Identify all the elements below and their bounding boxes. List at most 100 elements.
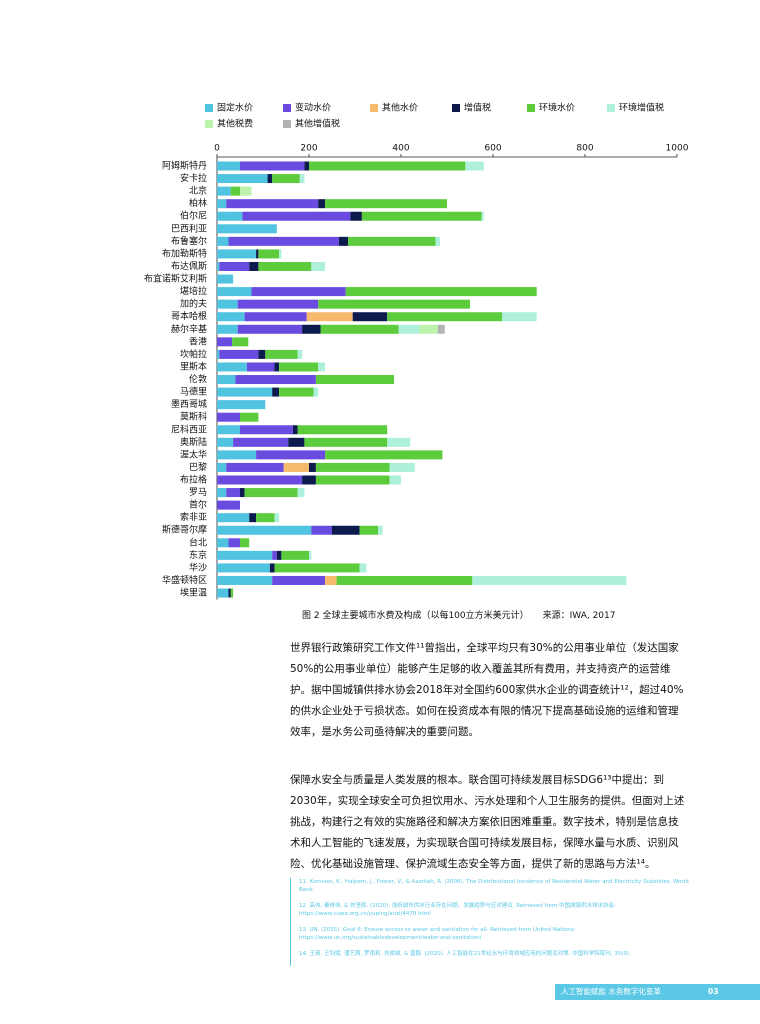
bar-segment xyxy=(318,362,326,372)
bar-segment xyxy=(304,161,309,171)
bar-segment xyxy=(419,324,438,334)
bar-segment xyxy=(299,174,305,184)
bar-segment xyxy=(332,525,360,535)
footer: 人工智能赋能 水务数字化变革 03 xyxy=(555,984,760,1000)
bar-segment xyxy=(361,211,482,221)
legend-swatch xyxy=(452,104,460,112)
bar-segment xyxy=(256,513,275,523)
y-tick-label: 北京 xyxy=(189,185,207,197)
paragraph: 保障水安全与质量是人类发展的根本。联合国可持续发展目标SDG6¹³中提出：到20… xyxy=(290,774,685,870)
bar-segment xyxy=(309,462,316,472)
bar-segment xyxy=(256,450,326,460)
bar-segment xyxy=(217,412,240,422)
bar-segment xyxy=(217,337,233,347)
bar-segment xyxy=(472,575,627,585)
bar-segment xyxy=(217,249,257,259)
legend-label: 其他水价 xyxy=(382,102,418,114)
y-tick-label: 布达佩斯 xyxy=(171,260,207,272)
y-tick-label: 首尔 xyxy=(189,499,207,511)
x-tick-label: 200 xyxy=(300,144,317,154)
bar-segment xyxy=(249,261,259,271)
bar-segment xyxy=(217,287,252,297)
x-tick-label: 0 xyxy=(214,144,220,154)
bar-segment xyxy=(217,174,268,184)
bar-segment xyxy=(437,324,445,334)
legend-swatch xyxy=(205,104,213,112)
bar-segment xyxy=(217,261,220,271)
y-tick-label: 巴黎 xyxy=(189,461,207,473)
bar-segment xyxy=(217,375,236,385)
bar-segment xyxy=(309,161,466,171)
bar-segment xyxy=(217,274,234,284)
y-tick-label: 布宜诺斯艾利斯 xyxy=(144,273,207,285)
bar-segment xyxy=(258,349,266,359)
bar-segment xyxy=(233,437,289,447)
paragraph: 世界银行政策研究工作文件¹¹曾指出，全球平均只有30%的公用事业单位（发达国家5… xyxy=(290,642,684,738)
footnote: 14. 王琦, 王钊斌, 潘艺茜, 罗雨莉, 刘俊颖, & 晋毅. (2020)… xyxy=(299,951,631,957)
bar-segment xyxy=(228,588,231,598)
y-tick-label: 哥本哈根 xyxy=(171,310,207,322)
bar-segment xyxy=(256,249,259,259)
bar-segment xyxy=(217,224,277,234)
bar-segment xyxy=(345,287,537,297)
bar-segment xyxy=(217,500,240,510)
legend-label: 环境水价 xyxy=(539,102,575,114)
bar-segment xyxy=(352,312,388,322)
bar-segment xyxy=(272,387,280,397)
bar-segment xyxy=(274,513,280,523)
legend-swatch xyxy=(283,120,291,128)
y-tick-label: 布加勒斯特 xyxy=(162,247,207,259)
y-tick-label: 尼科西亚 xyxy=(171,423,207,435)
y-tick-label: 罗马 xyxy=(189,487,207,498)
x-tick-label: 600 xyxy=(484,144,501,154)
bar-segment xyxy=(465,161,484,171)
bar-segment xyxy=(267,174,273,184)
bar-segment xyxy=(226,462,284,472)
bar-segment xyxy=(315,475,390,485)
bar-segment xyxy=(228,236,339,246)
bar-segment xyxy=(272,550,277,560)
caption: 图 2 全球主要城市水费及构成（以每100立方米美元计） 来源：IWA, 2017 xyxy=(302,608,630,621)
bar-segment xyxy=(219,261,250,271)
bar-segment xyxy=(297,425,388,435)
y-tick-label: 伯尔尼 xyxy=(180,210,207,222)
bar-segment xyxy=(387,312,503,322)
legend-label: 环境增值税 xyxy=(619,102,664,114)
bar-segment xyxy=(302,324,321,334)
bar-segment xyxy=(311,525,332,535)
bar-segment xyxy=(217,462,227,472)
bar-segment xyxy=(435,236,441,246)
bar-segment xyxy=(217,324,238,334)
bar-segment xyxy=(217,199,227,209)
bar-segment xyxy=(348,236,436,246)
bar-segment xyxy=(237,324,303,334)
legend-label: 固定水价 xyxy=(217,102,253,114)
bar-segment xyxy=(279,249,282,259)
bar-segment xyxy=(281,550,309,560)
bar-segment xyxy=(311,261,326,271)
bar-segment xyxy=(279,387,314,397)
bar-segment xyxy=(315,462,390,472)
bar-segment xyxy=(272,575,326,585)
y-tick-label: 赫尔辛基 xyxy=(171,323,207,335)
y-tick-label: 伦敦 xyxy=(189,373,207,385)
bar-segment xyxy=(279,362,319,372)
bar-segment xyxy=(217,425,240,435)
bar-segment xyxy=(230,186,240,196)
y-tick-label: 马德里 xyxy=(180,386,207,398)
y-tick-label: 奥斯陆 xyxy=(180,436,207,448)
bar-segment xyxy=(274,362,280,372)
bar-segment xyxy=(217,161,240,171)
bar-segment xyxy=(297,488,305,498)
bar-segment xyxy=(306,312,353,322)
y-tick-label: 华沙 xyxy=(189,561,207,573)
bar-segment xyxy=(217,362,247,372)
bar-segment xyxy=(338,236,349,246)
bar-segment xyxy=(481,211,484,221)
bar-segment xyxy=(240,538,250,548)
bar-segment xyxy=(269,563,275,573)
bar-segment xyxy=(219,349,259,359)
bar-segment xyxy=(240,425,293,435)
footnote: 12. 高伟, 秦林伟, & 刘坚辉. (2020). 浅析城市供水行业存在问题… xyxy=(299,903,616,917)
